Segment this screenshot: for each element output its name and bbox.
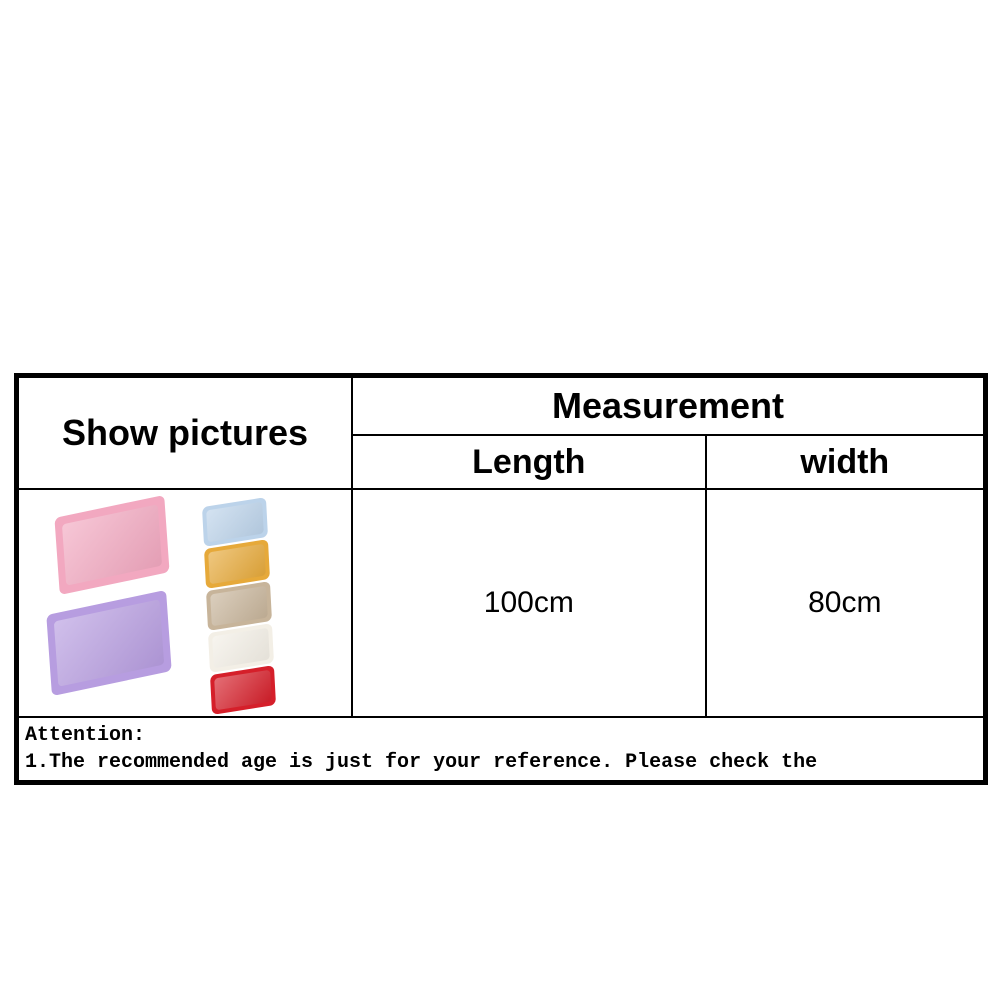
blanket-large-1: [54, 495, 169, 595]
header-show-pictures: Show pictures: [18, 377, 352, 489]
product-image-cell: [18, 489, 352, 717]
attention-cell: Attention: 1.The recommended age is just…: [18, 717, 984, 781]
header-width: width: [706, 435, 984, 489]
attention-line-1: 1.The recommended age is just for your r…: [25, 749, 977, 776]
header-measurement: Measurement: [352, 377, 984, 435]
blanket-small-4: [208, 623, 274, 673]
blanket-small-5: [210, 665, 276, 715]
product-swatches: [27, 498, 343, 708]
blanket-small-2: [204, 539, 270, 589]
size-table: Show pictures Measurement Length width 1…: [14, 373, 988, 785]
length-value: 100cm: [352, 489, 706, 717]
attention-title: Attention:: [25, 722, 977, 749]
blanket-small-3: [206, 581, 272, 631]
measurement-table: Show pictures Measurement Length width 1…: [17, 376, 985, 782]
header-length: Length: [352, 435, 706, 489]
blanket-large-2: [46, 590, 171, 696]
width-value: 80cm: [706, 489, 984, 717]
blanket-small-1: [202, 497, 268, 547]
